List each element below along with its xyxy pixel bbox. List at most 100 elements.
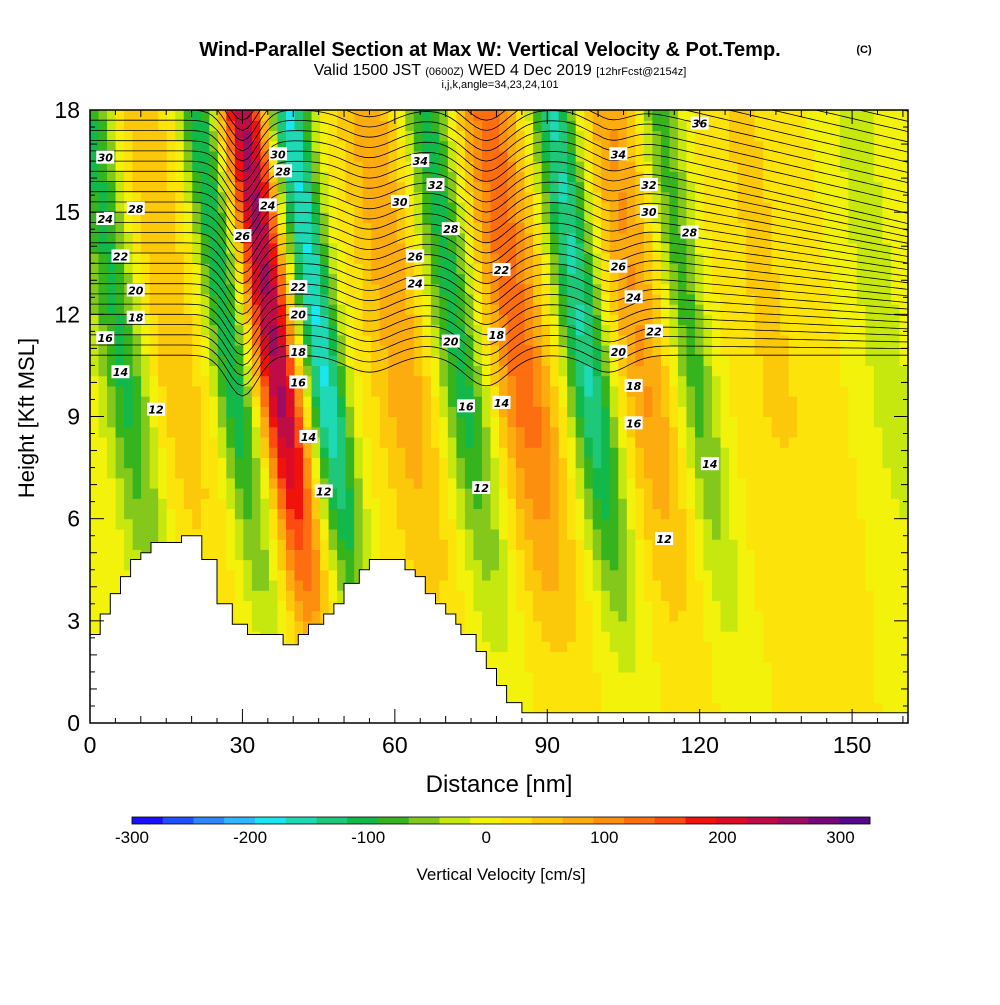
velocity-cell bbox=[558, 559, 568, 571]
velocity-cell bbox=[175, 467, 185, 479]
velocity-cell bbox=[490, 508, 500, 520]
velocity-cell bbox=[677, 590, 688, 601]
velocity-cell bbox=[660, 365, 671, 377]
velocity-cell bbox=[396, 253, 406, 264]
velocity-cell bbox=[856, 355, 866, 367]
velocity-cell bbox=[669, 324, 679, 336]
velocity-cell bbox=[217, 253, 227, 264]
velocity-cell bbox=[865, 641, 875, 653]
velocity-cell bbox=[371, 263, 381, 275]
velocity-cell bbox=[780, 283, 790, 295]
velocity-cell bbox=[158, 426, 168, 438]
velocity-cell bbox=[98, 365, 108, 377]
velocity-cell bbox=[550, 467, 560, 479]
velocity-cell bbox=[362, 396, 372, 407]
velocity-cell bbox=[132, 467, 142, 479]
velocity-cell bbox=[788, 314, 798, 326]
velocity-cell bbox=[447, 569, 457, 581]
velocity-cell bbox=[183, 304, 193, 315]
velocity-cell bbox=[601, 467, 611, 479]
velocity-cell bbox=[277, 549, 287, 561]
velocity-cell bbox=[814, 528, 824, 540]
velocity-cell bbox=[320, 344, 330, 356]
velocity-cell bbox=[277, 355, 287, 367]
velocity-cell bbox=[456, 518, 466, 530]
velocity-cell bbox=[601, 365, 611, 377]
velocity-cell bbox=[780, 539, 790, 550]
velocity-cell bbox=[754, 528, 764, 540]
velocity-cell bbox=[584, 457, 594, 469]
velocity-cell bbox=[413, 539, 423, 550]
velocity-cell bbox=[686, 539, 696, 550]
velocity-cell bbox=[652, 436, 662, 448]
velocity-cell bbox=[746, 314, 756, 326]
velocity-cell bbox=[303, 457, 313, 469]
velocity-cell bbox=[635, 702, 645, 714]
velocity-cell bbox=[98, 488, 108, 499]
velocity-cell bbox=[737, 651, 747, 663]
velocity-cell bbox=[98, 314, 108, 326]
velocity-cell bbox=[575, 242, 585, 254]
velocity-cell bbox=[243, 600, 253, 612]
velocity-cell bbox=[490, 191, 500, 203]
velocity-cell bbox=[848, 498, 858, 510]
velocity-cell bbox=[831, 549, 841, 561]
velocity-cell bbox=[481, 324, 492, 336]
velocity-cell bbox=[268, 426, 279, 438]
velocity-cell bbox=[712, 191, 722, 203]
velocity-cell bbox=[405, 242, 415, 254]
velocity-cell bbox=[618, 671, 628, 683]
velocity-cell bbox=[686, 590, 696, 601]
velocity-cell bbox=[873, 498, 884, 510]
velocity-cell bbox=[822, 253, 832, 264]
velocity-cell bbox=[797, 671, 807, 683]
velocity-cell bbox=[379, 242, 389, 254]
velocity-cell bbox=[124, 467, 134, 479]
velocity-cell bbox=[575, 293, 585, 305]
velocity-cell bbox=[209, 212, 219, 223]
velocity-cell bbox=[771, 222, 781, 234]
velocity-cell bbox=[362, 457, 372, 469]
velocity-cell bbox=[175, 365, 185, 377]
velocity-cell bbox=[422, 263, 432, 275]
velocity-cell bbox=[234, 518, 244, 530]
velocity-cell bbox=[626, 365, 636, 377]
velocity-cell bbox=[635, 682, 645, 693]
velocity-cell bbox=[175, 201, 185, 213]
velocity-cell bbox=[490, 457, 500, 469]
velocity-cell bbox=[405, 191, 415, 203]
velocity-cell bbox=[337, 324, 347, 336]
velocity-cell bbox=[430, 569, 440, 581]
velocity-cell bbox=[703, 488, 713, 499]
velocity-cell bbox=[243, 375, 253, 387]
velocity-cell bbox=[422, 528, 432, 540]
velocity-cell bbox=[371, 436, 381, 448]
velocity-cell bbox=[303, 579, 313, 591]
velocity-cell bbox=[541, 191, 551, 203]
velocity-cell bbox=[890, 631, 901, 642]
velocity-cell bbox=[712, 304, 722, 315]
velocity-cell bbox=[490, 385, 500, 397]
velocity-cell bbox=[831, 579, 841, 591]
velocity-cell bbox=[865, 590, 875, 601]
velocity-cell bbox=[703, 631, 713, 642]
velocity-cell bbox=[328, 579, 338, 591]
velocity-cell bbox=[115, 569, 125, 581]
velocity-cell bbox=[822, 467, 832, 479]
velocity-cell bbox=[822, 477, 832, 489]
velocity-cell bbox=[524, 692, 534, 704]
velocity-cell bbox=[243, 528, 253, 540]
velocity-cell bbox=[575, 457, 585, 469]
velocity-cell bbox=[251, 416, 262, 428]
velocity-cell bbox=[499, 671, 509, 683]
velocity-cell bbox=[294, 355, 304, 367]
velocity-cell bbox=[720, 590, 730, 601]
velocity-cell bbox=[592, 651, 602, 663]
velocity-cell bbox=[805, 610, 815, 622]
velocity-cell bbox=[464, 457, 475, 469]
velocity-cell bbox=[626, 508, 636, 520]
velocity-cell bbox=[464, 365, 475, 377]
velocity-cell bbox=[805, 682, 815, 693]
velocity-cell bbox=[780, 222, 790, 234]
velocity-cell bbox=[609, 304, 619, 315]
